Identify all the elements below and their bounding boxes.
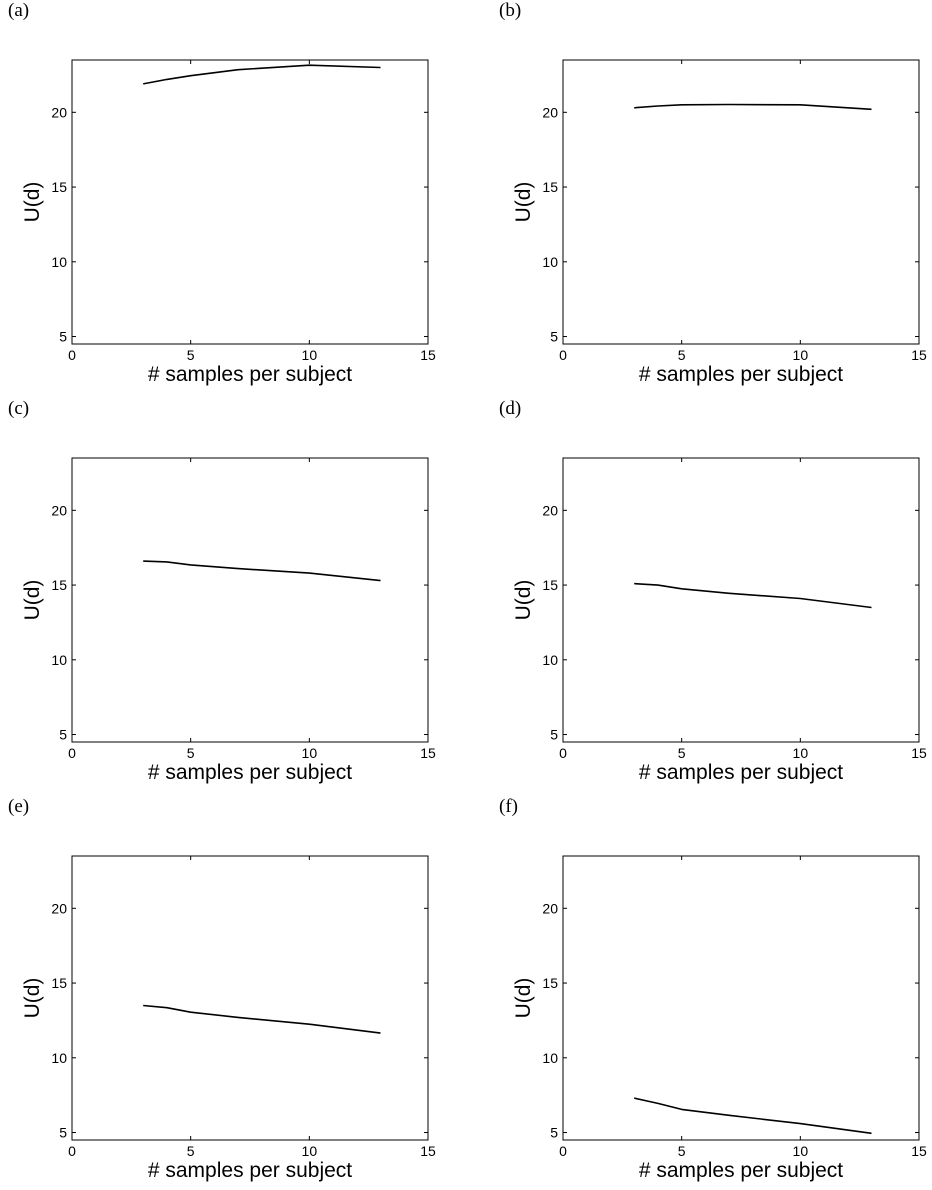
x-axis-label: # samples per subject <box>148 1159 352 1182</box>
x-tick-label: 5 <box>187 347 195 363</box>
y-tick-label: 5 <box>59 1125 67 1141</box>
x-axis-label: # samples per subject <box>148 363 352 386</box>
x-tick-label: 15 <box>911 745 927 761</box>
y-axis-label: U(d) <box>512 182 535 223</box>
y-tick-label: 20 <box>51 900 67 916</box>
y-tick-label: 20 <box>51 104 67 120</box>
y-tick-label: 15 <box>51 577 67 593</box>
y-tick-label: 10 <box>51 1050 67 1066</box>
y-tick-label: 10 <box>51 254 67 270</box>
x-tick-label: 0 <box>559 745 567 761</box>
x-tick-label: 0 <box>68 1143 76 1159</box>
plot-frame <box>71 457 429 743</box>
x-tick-label: 0 <box>559 347 567 363</box>
panel-letter: (d) <box>499 398 521 419</box>
x-tick-label: 15 <box>420 347 436 363</box>
x-tick-label: 10 <box>302 1143 318 1159</box>
panel-letter: (b) <box>499 0 521 21</box>
series-line <box>634 1097 872 1135</box>
x-tick-label: 5 <box>678 347 686 363</box>
x-tick-label: 0 <box>68 347 76 363</box>
y-tick-label: 20 <box>51 502 67 518</box>
y-tick-label: 5 <box>550 727 558 743</box>
x-tick-label: 10 <box>793 347 809 363</box>
x-tick-label: 15 <box>420 1143 436 1159</box>
y-tick-label: 15 <box>51 179 67 195</box>
series-line <box>143 64 381 85</box>
series-line <box>143 560 381 582</box>
x-tick-label: 10 <box>302 745 318 761</box>
y-tick-label: 5 <box>59 727 67 743</box>
plot-frame <box>71 855 429 1141</box>
y-axis-label: U(d) <box>21 580 44 621</box>
x-axis-label: # samples per subject <box>148 761 352 784</box>
y-tick-label: 5 <box>59 329 67 345</box>
panel-letter: (e) <box>8 796 29 817</box>
y-tick-label: 10 <box>542 1050 558 1066</box>
y-tick-label: 5 <box>550 1125 558 1141</box>
x-tick-label: 10 <box>302 347 318 363</box>
x-tick-label: 10 <box>793 745 809 761</box>
x-tick-label: 5 <box>187 745 195 761</box>
y-tick-label: 20 <box>542 900 558 916</box>
y-axis-label: U(d) <box>512 978 535 1019</box>
x-tick-label: 15 <box>420 745 436 761</box>
plot-frame <box>562 59 920 345</box>
y-tick-label: 5 <box>550 329 558 345</box>
y-axis-label: U(d) <box>21 182 44 223</box>
plot-frame <box>71 59 429 345</box>
y-tick-label: 20 <box>542 104 558 120</box>
x-tick-label: 5 <box>187 1143 195 1159</box>
series-line <box>143 1004 381 1034</box>
x-axis-label: # samples per subject <box>639 1159 843 1182</box>
y-axis-label: U(d) <box>21 978 44 1019</box>
y-tick-label: 15 <box>542 577 558 593</box>
x-tick-label: 10 <box>793 1143 809 1159</box>
x-tick-label: 0 <box>68 745 76 761</box>
y-tick-label: 10 <box>51 652 67 668</box>
y-axis-label: U(d) <box>512 580 535 621</box>
y-tick-label: 15 <box>51 975 67 991</box>
x-tick-label: 5 <box>678 745 686 761</box>
plot-frame <box>562 855 920 1141</box>
series-line <box>634 582 872 609</box>
panel-letter: (f) <box>499 796 518 817</box>
x-axis-label: # samples per subject <box>639 363 843 386</box>
x-tick-label: 5 <box>678 1143 686 1159</box>
y-tick-label: 20 <box>542 502 558 518</box>
series-line <box>634 103 872 111</box>
x-tick-label: 15 <box>911 1143 927 1159</box>
y-tick-label: 10 <box>542 254 558 270</box>
y-tick-label: 15 <box>542 975 558 991</box>
plot-frame <box>562 457 920 743</box>
x-tick-label: 15 <box>911 347 927 363</box>
y-tick-label: 15 <box>542 179 558 195</box>
x-tick-label: 0 <box>559 1143 567 1159</box>
panel-letter: (a) <box>8 0 29 21</box>
panel-letter: (c) <box>8 398 29 419</box>
y-tick-label: 10 <box>542 652 558 668</box>
x-axis-label: # samples per subject <box>639 761 843 784</box>
